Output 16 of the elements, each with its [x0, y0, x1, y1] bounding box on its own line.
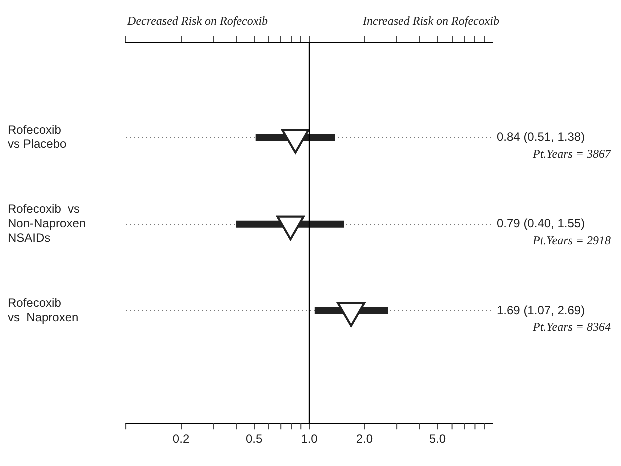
y-tick-label: Rofecoxib vs Naproxen: [8, 296, 79, 324]
y-tick-label: Rofecoxib vs Placebo: [8, 122, 68, 152]
x-tick-label: 5.0: [429, 432, 446, 446]
text: Increased Risk on Rofecoxib: [362, 14, 500, 28]
x-tick-label: 2.0: [356, 432, 374, 446]
x-tick-label: 0.5: [246, 432, 263, 446]
x-tick-label: 1.0: [301, 432, 318, 446]
y-tick-label: Rofecoxib vs Non-Naproxen NSAIDs: [8, 202, 86, 246]
text: Decreased Risk on Rofecoxib: [126, 14, 268, 28]
text: Pt.Years = 2918: [532, 233, 611, 248]
text: Pt.Years = 3867: [532, 146, 612, 161]
x-tick-label: 0.2: [172, 432, 190, 446]
text: Pt.Years = 8364: [532, 320, 611, 334]
data-label: 0.84 (0.51, 1.38): [497, 130, 586, 144]
data-label: 1.69 (1.07, 2.69): [497, 303, 586, 318]
data-label: 0.79 (0.40, 1.55): [497, 216, 586, 231]
